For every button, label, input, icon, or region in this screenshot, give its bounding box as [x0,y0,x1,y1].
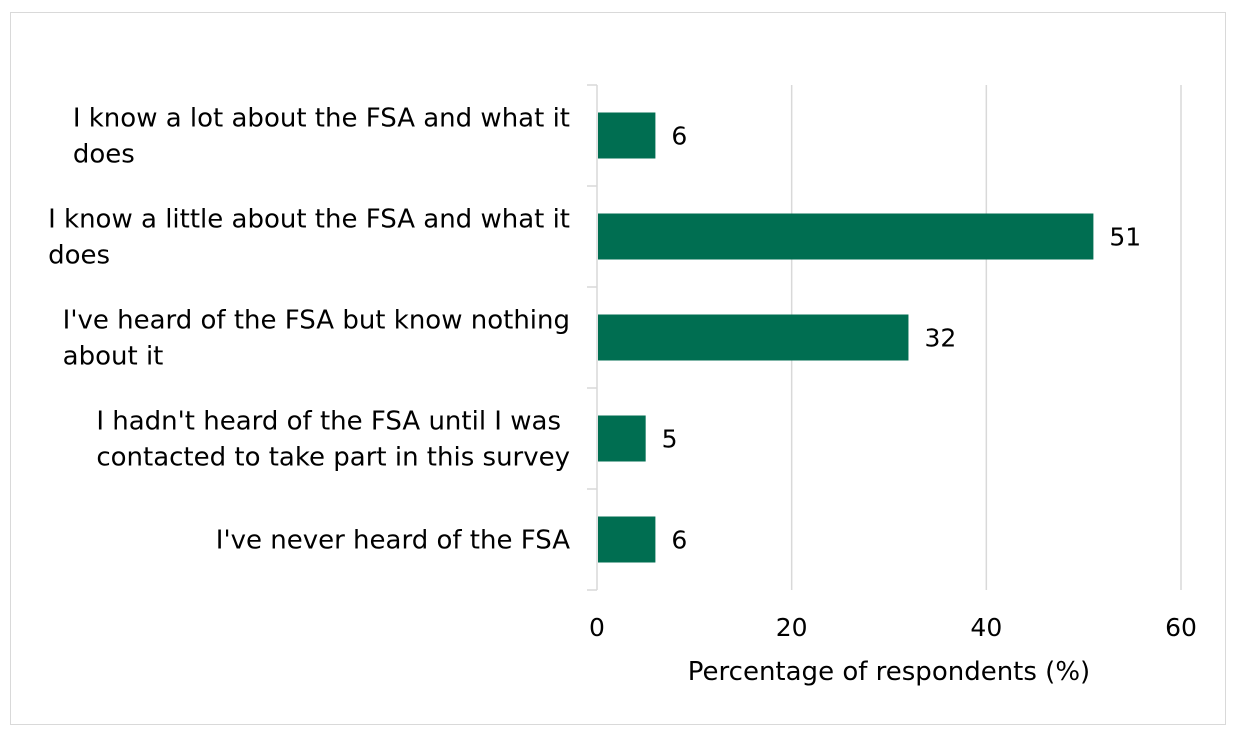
x-tick-label: 0 [589,613,605,642]
category-label-line: does [48,241,110,271]
category-label-line: I know a lot about the FSA and what it [73,104,570,134]
data-label: 32 [924,324,956,353]
x-tick-labels: 0 20 40 60 [589,613,1197,642]
bar [598,213,1094,260]
category-labels: I know a lot about the FSA and what it do… [48,104,570,556]
category-label-line: does [73,140,135,170]
bars: 6 51 32 5 6 [598,112,1141,563]
data-label: 5 [662,425,678,454]
category-label: I know a lot about the FSA and what it do… [73,104,570,170]
category-label: I've never heard of the FSA [216,526,570,556]
y-axis [587,84,598,591]
x-axis-title: Percentage of respondents (%) [688,657,1090,687]
category-label: I've heard of the FSA but know nothing ab… [63,306,570,372]
data-label: 51 [1109,223,1141,252]
x-tick-label: 20 [776,613,808,642]
category-label-line: contacted to take part in this survey [96,443,570,473]
category-label-line: I've never heard of the FSA [216,526,570,556]
bar [598,112,656,159]
data-label: 6 [671,122,687,151]
bar [598,314,909,361]
category-label: I hadn't heard of the FSA until I was con… [96,407,570,473]
x-tick-label: 60 [1165,613,1197,642]
category-label-line: I hadn't heard of the FSA until I was [96,407,561,437]
x-tick-label: 40 [970,613,1002,642]
category-label-line: about it [63,342,164,372]
category-label-line: I've heard of the FSA but know nothing [63,306,570,336]
bar [598,516,656,563]
bar [598,415,646,462]
data-label: 6 [671,526,687,555]
category-label: I know a little about the FSA and what i… [48,205,570,271]
category-label-line: I know a little about the FSA and what i… [48,205,570,235]
